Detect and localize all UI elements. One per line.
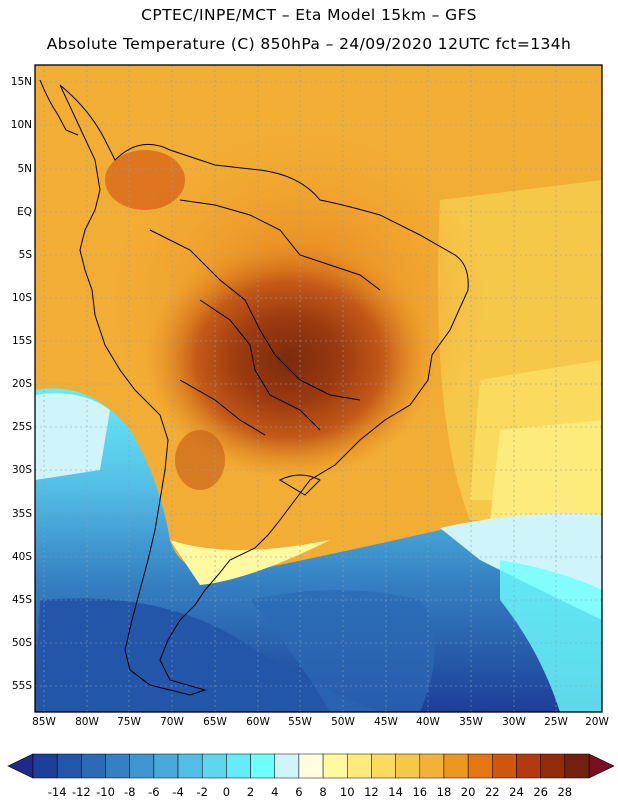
colorbar-swatch xyxy=(81,753,106,779)
colorbar-swatch xyxy=(395,753,421,779)
colorbar-min-arrow xyxy=(7,753,34,779)
lat-label-30s: 30S xyxy=(11,464,32,476)
colorbar-tick-label: 24 xyxy=(509,785,524,799)
colorbar-swatch xyxy=(347,753,372,779)
lat-label-15n: 15N xyxy=(10,76,32,88)
colorbar-swatch xyxy=(322,753,348,779)
colorbar-tick-label: 0 xyxy=(222,785,231,799)
colorbar-swatch xyxy=(32,753,58,779)
colorbar-swatch xyxy=(298,753,324,779)
colorbar-tick-label: -8 xyxy=(123,785,136,799)
colorbar-tick-label: 10 xyxy=(339,785,355,799)
lat-label-35s: 35S xyxy=(11,508,32,520)
colorbar-swatch xyxy=(564,753,590,779)
colorbar-swatch xyxy=(443,753,469,779)
colorbar-tick-label: -10 xyxy=(96,785,115,799)
lon-label-25w: 25W xyxy=(544,716,568,728)
colorbar-tick-label: -14 xyxy=(47,785,67,799)
map-title-line-2: Absolute Temperature (C) 850hPa – 24/09/… xyxy=(46,35,572,53)
colorbar-swatch xyxy=(105,753,130,779)
lat-label-45s: 45S xyxy=(11,594,32,606)
lat-label-20s: 20S xyxy=(11,378,32,390)
lat-label-55s: 55S xyxy=(11,680,32,692)
colorbar-swatch xyxy=(492,753,517,779)
lon-label-35w: 35W xyxy=(459,716,483,728)
colorbar-tick-label: -12 xyxy=(71,785,91,799)
lat-label-15s: 15S xyxy=(11,335,32,347)
lon-label-75w: 75W xyxy=(117,716,141,728)
colorbar-tick-label: 26 xyxy=(533,785,548,799)
lon-label-70w: 70W xyxy=(160,716,184,728)
lon-label-80w: 80W xyxy=(75,716,99,728)
lon-label-20w: 20W xyxy=(585,716,609,728)
colorbar-tick-label: -2 xyxy=(196,785,208,799)
colorbar-swatch xyxy=(153,753,179,779)
colorbar-tick-label: 22 xyxy=(484,785,500,799)
colorbar-swatch xyxy=(467,753,493,779)
colorbar-swatch xyxy=(540,753,566,779)
map-title-line-1: CPTEC/INPE/MCT – Eta Model 15km – GFS xyxy=(141,6,477,24)
map-frame xyxy=(34,64,603,713)
colorbar-tick-label: 16 xyxy=(412,785,428,799)
coastline xyxy=(39,79,469,696)
colorbar-tick-label: 2 xyxy=(246,785,255,799)
colorbar-tick-label: 14 xyxy=(388,785,403,799)
colorbar-tick-label: 8 xyxy=(319,785,327,799)
lon-label-55w: 55W xyxy=(288,716,312,728)
lon-label-60w: 60W xyxy=(246,716,270,728)
lat-label-eq: EQ xyxy=(17,206,32,218)
colorbar-tick-label: -6 xyxy=(148,785,160,799)
lon-label-50w: 50W xyxy=(331,716,355,728)
colorbar-swatch xyxy=(371,753,396,779)
colorbar-tick-label: 6 xyxy=(295,785,303,799)
lat-label-5s: 5S xyxy=(18,249,32,261)
colorbar-tick-label: -4 xyxy=(172,785,184,799)
colorbar-swatch xyxy=(419,753,445,779)
colorbar-tick-label: 12 xyxy=(364,785,379,799)
colorbar-tick-label: 4 xyxy=(271,785,279,799)
colorbar-swatch xyxy=(177,753,203,779)
colorbar-swatch xyxy=(516,753,541,779)
colorbar-swatch xyxy=(250,753,275,779)
colorbar-max-arrow xyxy=(588,753,615,779)
colorbar-swatch xyxy=(201,753,227,779)
colorbar-tick-label: 28 xyxy=(557,785,573,799)
lon-label-65w: 65W xyxy=(203,716,227,728)
lat-label-10s: 10S xyxy=(11,292,32,304)
lat-label-40s: 40S xyxy=(11,551,32,563)
lat-label-50s: 50S xyxy=(11,637,32,649)
colorbar-tick-label: 18 xyxy=(436,785,452,799)
lon-label-45w: 45W xyxy=(374,716,398,728)
lon-label-30w: 30W xyxy=(502,716,526,728)
lat-label-10n: 10N xyxy=(10,119,32,131)
lon-label-40w: 40W xyxy=(416,716,440,728)
colorbar-swatch xyxy=(274,753,300,779)
colorbar-tick-label: 20 xyxy=(460,785,476,799)
colorbar-swatch xyxy=(56,753,82,779)
lon-label-85w: 85W xyxy=(32,716,56,728)
colorbar-swatch xyxy=(226,753,251,779)
colorbar xyxy=(7,753,615,779)
colorbar-swatch xyxy=(129,753,155,779)
lat-label-25s: 25S xyxy=(11,421,32,433)
temperature-field xyxy=(35,65,602,712)
lat-label-5n: 5N xyxy=(17,163,32,175)
